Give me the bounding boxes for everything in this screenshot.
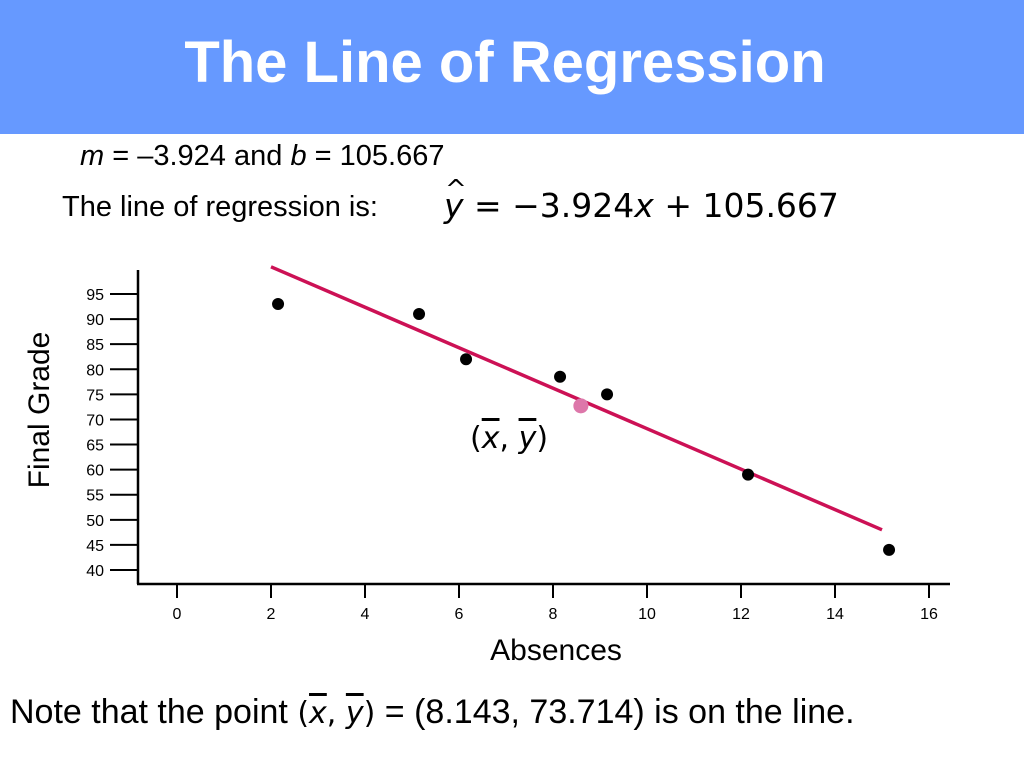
chart-axes — [136, 270, 950, 586]
mean-point-label: (x, y) — [470, 421, 548, 456]
y-symbol: y — [444, 186, 464, 225]
equation-tail: + 105.667 — [653, 186, 839, 225]
y-tick-label: 55 — [86, 488, 104, 505]
x-tick-label: 2 — [267, 606, 276, 623]
y-tick-label: 95 — [86, 287, 104, 304]
x-tick-label: 12 — [732, 606, 750, 623]
y-tick-label: 75 — [86, 387, 104, 404]
regression-line-caption: The line of regression is: — [62, 191, 378, 223]
note-xbar: x — [309, 696, 327, 731]
x-tick-label: 4 — [361, 606, 370, 623]
y-tick-label: 45 — [86, 538, 104, 555]
data-point — [272, 298, 285, 310]
mean-label-ybar: y — [518, 421, 538, 456]
mean-point — [573, 398, 589, 414]
regression-equation: ^ y = −3.924x + 105.667 — [444, 175, 839, 234]
y-hat: ^ y — [444, 175, 467, 234]
data-point — [601, 388, 614, 401]
x-axis-label: Absences — [490, 634, 622, 667]
regression-parameters: m = –3.924 and b = 105.667 — [80, 138, 444, 174]
mean-point-group — [573, 398, 589, 414]
and-text: and — [225, 140, 291, 172]
x-tick-label: 10 — [638, 606, 656, 623]
mean-label-close: ) — [536, 421, 548, 456]
note-sep: , — [326, 696, 346, 731]
y-axis-label: Final Grade — [23, 331, 56, 489]
slope-value: –3.924 — [137, 140, 226, 172]
note-ybar: y — [345, 696, 364, 731]
y-tick-label: 90 — [86, 312, 104, 329]
m-symbol: m — [80, 140, 105, 172]
data-point — [883, 543, 896, 556]
y-tick-label: 65 — [86, 438, 104, 455]
y-tick-label: 85 — [86, 337, 104, 354]
note-text: Note that the point (x, y) = (8.143, 73.… — [10, 690, 855, 736]
x-tick-label: 0 — [173, 606, 182, 623]
slide-title: The Line of Regression — [184, 30, 826, 95]
y-tick-label: 50 — [86, 513, 104, 530]
regression-line — [270, 265, 883, 532]
equals-sign: = — [306, 140, 340, 172]
equals-sign: = — [104, 140, 138, 172]
b-symbol: b — [290, 140, 307, 172]
x-tick-label: 14 — [826, 606, 844, 623]
data-point — [413, 308, 426, 321]
note-suffix: = (8.143, 73.714) is on the line. — [375, 693, 855, 731]
data-points — [272, 298, 896, 556]
equation-rhs: = −3.924 — [463, 186, 635, 225]
note-close: ) — [363, 696, 376, 731]
title-bar — [0, 0, 1024, 134]
y-tick-label: 70 — [86, 412, 104, 429]
hat-symbol: ^ — [445, 175, 467, 205]
chart-ticks: 40 45 50 55 60 65 70 75 80 85 90 95 0 2 4 6 8 10 12 14 16 — [86, 287, 938, 623]
mean-label-xbar: x — [481, 421, 500, 456]
x-symbol: x — [634, 186, 654, 225]
note-mean-point: (x, y) — [297, 696, 375, 731]
y-tick-label: 60 — [86, 463, 104, 480]
y-tick-label: 80 — [86, 362, 104, 379]
x-tick-label: 16 — [920, 606, 938, 623]
y-tick-label: 40 — [86, 563, 104, 580]
note-prefix: Note that the point — [10, 693, 298, 731]
x-tick-label: 6 — [455, 606, 464, 623]
intercept-value: 105.667 — [339, 140, 445, 172]
data-point — [554, 370, 567, 383]
data-point — [460, 353, 473, 366]
data-point — [742, 468, 755, 481]
mean-label-sep: , — [499, 421, 518, 456]
mean-label-open: ( — [470, 421, 482, 456]
x-tick-label: 8 — [549, 606, 558, 623]
regression-line-group — [270, 265, 883, 532]
note-open: ( — [297, 696, 310, 731]
